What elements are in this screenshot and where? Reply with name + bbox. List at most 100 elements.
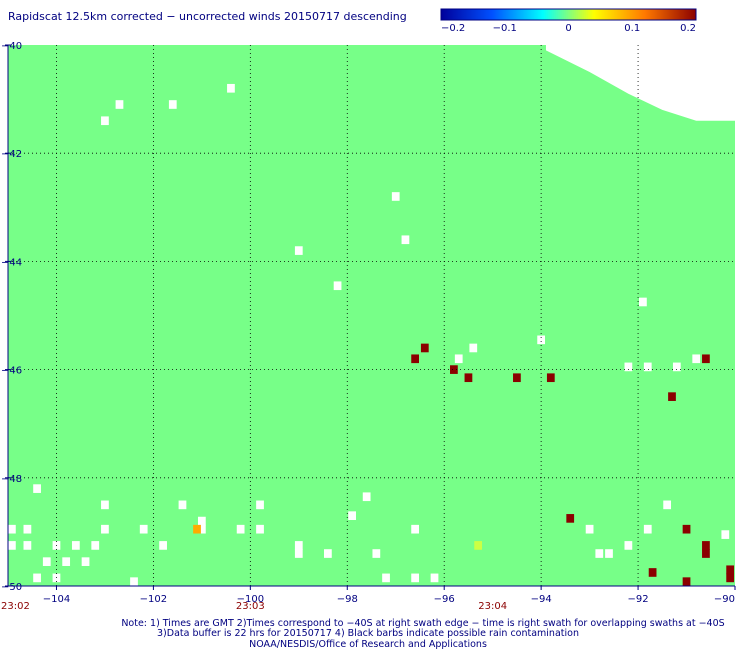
positive-cell [682,524,691,534]
x-tick-label: −98 [337,594,358,605]
missing-cell [101,524,109,534]
note-line-2: 3)Data buffer is 22 hrs for 20150717 4) … [157,628,579,639]
missing-cell [23,541,32,550]
missing-cell [333,281,342,291]
x-tick-label: −90 [714,594,735,605]
colorbar-tick-label: −0.1 [493,23,517,34]
positive-cell [411,354,419,364]
missing-data-region [545,45,735,121]
missing-cell [256,524,264,534]
positive-cell [726,565,735,575]
missing-cell [362,492,371,502]
positive-cell [668,392,676,401]
missing-cell [454,354,463,364]
positive-cell [450,365,458,374]
missing-cell [236,524,245,534]
x-tick-label: −102 [140,594,167,605]
time-labels: 23:02 23:03 23:04 [1,601,507,612]
missing-cell [663,500,672,510]
note-line-1: Note: 1) Times are GMT 2)Times correspon… [121,618,724,629]
note-line-3: NOAA/NESDIS/Office of Research and Appli… [249,639,487,650]
colorbar-gradient [441,9,696,20]
time-label: 23:03 [236,601,265,612]
missing-cell [672,362,681,372]
positive-cell [648,568,657,577]
missing-cell [324,549,332,558]
positive-cell [513,373,521,383]
y-tick-label: −44 [1,257,22,268]
missing-cell [537,335,546,345]
y-tick-label: −40 [1,41,22,52]
positive-cell [420,343,429,353]
colorbar-frame [440,8,697,21]
colorbar-tick-label: 0 [565,23,571,34]
missing-cell [372,549,381,558]
missing-cell [197,524,206,534]
colorbar-tick-label: 0.2 [680,23,696,34]
y-tick-label: −50 [1,582,22,593]
positive-cell [566,514,575,523]
missing-cell [168,100,177,109]
positive-cell [702,541,710,550]
missing-cell [139,524,148,534]
missing-cell [101,116,109,126]
x-tick-label: −104 [43,594,70,605]
missing-cell [42,557,51,566]
missing-cell [23,524,32,534]
missing-cell [101,500,109,510]
missing-cell [469,343,478,353]
x-tick-label: −100 [237,594,264,605]
missing-cell [33,484,41,493]
missing-cell [605,549,613,558]
missing-cell [91,541,100,550]
time-label: 23:04 [478,601,507,612]
colorbar: −0.2 −0.1 0 0.1 0.2 [440,8,697,34]
positive-cell [474,541,483,550]
missing-cell [411,524,419,534]
missing-cell [130,577,138,586]
missing-cell [159,541,167,550]
missing-cell [115,100,124,109]
missing-cell [721,530,730,539]
missing-cell [692,354,701,364]
missing-cell [227,83,235,93]
missing-cell [643,362,652,372]
y-tick-label: −42 [1,149,22,160]
x-tick-label: −96 [434,594,455,605]
missing-cell [294,246,303,255]
positive-cell [702,354,710,364]
missing-cell [33,573,41,583]
missing-cell [411,573,419,583]
missing-cell [62,557,71,566]
axes: −104 −102 −100 −98 −96 −94 −92 −90 −40 −42 −44 −46 −… [1,41,736,605]
plot-area [8,45,735,586]
missing-cell [595,549,604,558]
x-tick-label: −94 [531,594,552,605]
missing-cell [624,541,633,550]
missing-cell [585,524,594,534]
missing-cell [8,541,16,550]
missing-cell [382,573,390,583]
y-tick-label: −48 [1,474,22,485]
positive-cell [702,549,710,558]
positive-cell [682,577,691,586]
missing-cell [348,511,356,520]
missing-cell [430,573,439,583]
missing-cell [643,524,652,534]
missing-cell [391,192,400,201]
missing-cell [624,362,633,372]
colorbar-tick-label: −0.2 [441,23,465,34]
missing-cell [639,297,647,307]
missing-cell [294,549,303,558]
chart-title: Rapidscat 12.5km corrected − uncorrected… [8,10,407,23]
missing-cell [401,235,410,245]
background-field [8,45,735,586]
x-tick-label: −92 [628,594,649,605]
time-label: 23:02 [1,601,30,612]
y-tick-label: −46 [1,366,22,377]
missing-cell [8,524,16,534]
missing-cell [178,500,187,510]
positive-cell [546,373,555,383]
missing-cell [294,541,303,550]
